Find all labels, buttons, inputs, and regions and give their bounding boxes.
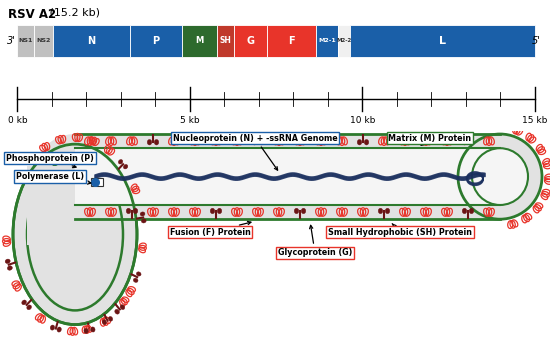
Ellipse shape [133, 208, 138, 214]
Ellipse shape [27, 158, 123, 310]
Bar [217, 25, 234, 57]
Ellipse shape [115, 309, 119, 314]
Text: Fusion (F) Protein: Fusion (F) Protein [169, 221, 251, 237]
Ellipse shape [57, 327, 62, 332]
Ellipse shape [358, 139, 362, 145]
Ellipse shape [120, 305, 125, 309]
Bar [338, 25, 350, 57]
Ellipse shape [133, 278, 138, 282]
Bar [182, 25, 217, 57]
Text: L: L [439, 36, 446, 46]
Ellipse shape [22, 300, 26, 305]
Bar [18, 25, 35, 57]
Text: 5 kb: 5 kb [180, 116, 200, 125]
Ellipse shape [50, 325, 54, 330]
Ellipse shape [154, 139, 159, 145]
Ellipse shape [458, 134, 542, 219]
Ellipse shape [108, 316, 113, 321]
Text: NS1: NS1 [19, 38, 33, 43]
Bar [53, 25, 130, 57]
Text: F: F [288, 36, 295, 46]
Text: Small Hydrophobic (SH) Protein: Small Hydrophobic (SH) Protein [328, 224, 472, 237]
Ellipse shape [385, 208, 390, 214]
Bar [75, 134, 500, 219]
Text: M2-1: M2-1 [318, 38, 336, 43]
Ellipse shape [123, 165, 128, 169]
Ellipse shape [462, 139, 467, 145]
Ellipse shape [126, 208, 131, 214]
Bar [316, 25, 338, 57]
Text: 0 kb: 0 kb [8, 116, 27, 125]
Ellipse shape [33, 134, 117, 219]
Ellipse shape [118, 160, 123, 164]
Ellipse shape [469, 208, 474, 214]
Text: Glycoprotein (G): Glycoprotein (G) [278, 225, 352, 257]
Ellipse shape [7, 266, 12, 270]
Text: M: M [195, 36, 204, 45]
Ellipse shape [141, 219, 146, 223]
Ellipse shape [364, 139, 368, 145]
Text: M2-2: M2-2 [337, 38, 352, 43]
Ellipse shape [102, 320, 107, 325]
Text: Matrix (M) Protein: Matrix (M) Protein [388, 133, 471, 145]
Bar [35, 25, 53, 57]
Ellipse shape [294, 208, 299, 214]
Ellipse shape [91, 327, 95, 332]
Ellipse shape [378, 208, 383, 214]
Bar [267, 25, 316, 57]
Bar [91, 178, 103, 186]
Text: Polymerase (L): Polymerase (L) [16, 172, 91, 184]
Text: Phosphoprotein (P): Phosphoprotein (P) [6, 154, 94, 168]
FancyBboxPatch shape [75, 148, 500, 205]
Ellipse shape [5, 259, 10, 263]
Ellipse shape [217, 208, 222, 214]
Text: 3': 3' [7, 36, 15, 46]
Ellipse shape [472, 148, 528, 205]
Text: N: N [87, 36, 95, 46]
Text: (15.2 kb): (15.2 kb) [46, 7, 100, 17]
Ellipse shape [469, 139, 474, 145]
Text: 10 kb: 10 kb [350, 116, 375, 125]
Ellipse shape [252, 139, 257, 145]
Text: 15 kb: 15 kb [522, 116, 547, 125]
Ellipse shape [27, 305, 31, 310]
Ellipse shape [259, 139, 264, 145]
Bar [27, 166, 105, 245]
Ellipse shape [13, 144, 137, 325]
Ellipse shape [301, 208, 306, 214]
Ellipse shape [147, 139, 152, 145]
Point [91, 179, 100, 184]
Text: Nucleoprotein (N) + -ssRNA Genome: Nucleoprotein (N) + -ssRNA Genome [173, 133, 337, 170]
Ellipse shape [210, 208, 214, 214]
Text: NS2: NS2 [36, 38, 51, 43]
Text: P: P [152, 36, 160, 46]
Ellipse shape [136, 272, 141, 276]
Ellipse shape [462, 208, 467, 214]
Ellipse shape [84, 329, 88, 333]
Bar [234, 25, 267, 57]
Bar [350, 25, 535, 57]
Bar [130, 25, 182, 57]
Text: RSV A2: RSV A2 [8, 7, 56, 21]
Text: G: G [246, 36, 254, 46]
Text: 5': 5' [532, 36, 541, 46]
Ellipse shape [140, 212, 145, 216]
Text: SH: SH [219, 36, 231, 45]
